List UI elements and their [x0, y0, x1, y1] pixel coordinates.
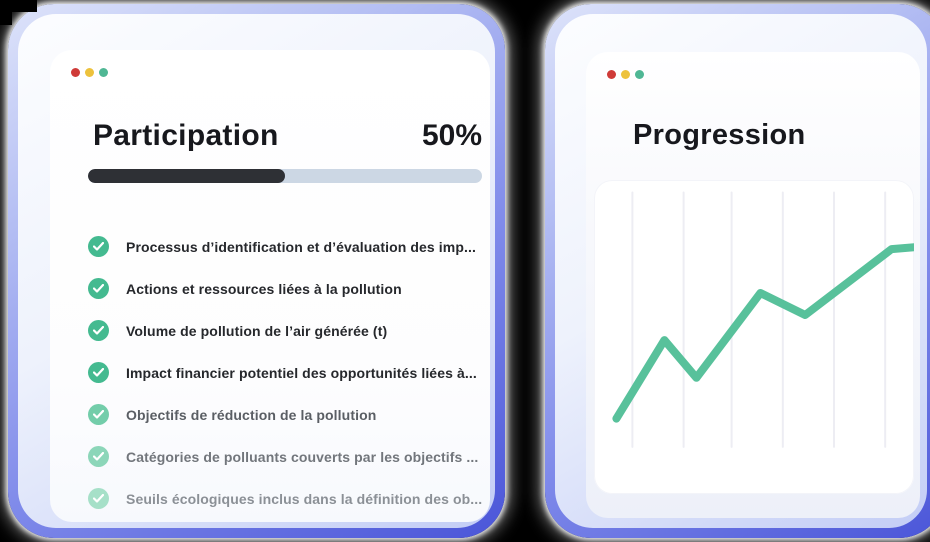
- participation-window: Participation 50% Processus d’identifica…: [8, 4, 505, 538]
- minimize-button-icon[interactable]: [621, 70, 630, 79]
- progression-line-chart: [612, 191, 914, 448]
- checklist-item: Volume de pollution de l’air générée (t): [88, 320, 486, 341]
- check-circle-icon: [88, 446, 109, 467]
- check-circle-icon: [88, 404, 109, 425]
- check-circle-icon: [88, 488, 109, 509]
- checklist-item: Objectifs de réduction de la pollution: [88, 404, 486, 425]
- participation-checklist: Processus d’identification et d’évaluati…: [88, 236, 486, 509]
- zoom-button-icon[interactable]: [635, 70, 644, 79]
- checklist-item: Catégories de polluants couverts par les…: [88, 446, 486, 467]
- checklist-item-label: Seuils écologiques inclus dans la défini…: [126, 490, 483, 507]
- zoom-button-icon[interactable]: [99, 68, 108, 77]
- participation-percent: 50%: [421, 119, 482, 152]
- progress-bar: [88, 169, 482, 183]
- participation-window-screen: Participation 50% Processus d’identifica…: [50, 50, 490, 522]
- checklist-item: Impact financier potentiel des opportuni…: [88, 362, 486, 383]
- checklist-item: Seuils écologiques inclus dans la défini…: [88, 488, 486, 509]
- participation-header: Participation 50%: [93, 119, 482, 153]
- checklist-item-label: Actions et ressources liées à la polluti…: [126, 280, 402, 297]
- screenshot-corner-artifact: [0, 0, 12, 25]
- check-circle-icon: [88, 236, 109, 257]
- checklist-item: Processus d’identification et d’évaluati…: [88, 236, 486, 257]
- progression-chart-panel: [594, 180, 914, 494]
- window-controls: [586, 52, 920, 79]
- checklist-item-label: Processus d’identification et d’évaluati…: [126, 238, 476, 255]
- participation-title: Participation: [93, 119, 279, 152]
- window-controls: [50, 50, 490, 77]
- checklist-item-label: Catégories de polluants couverts par les…: [126, 448, 479, 465]
- check-circle-icon: [88, 320, 109, 341]
- checklist-item: Actions et ressources liées à la polluti…: [88, 278, 486, 299]
- progression-window: Progression: [545, 4, 930, 538]
- checklist-item-label: Objectifs de réduction de la pollution: [126, 406, 377, 423]
- check-circle-icon: [88, 278, 109, 299]
- progression-title: Progression: [633, 119, 806, 151]
- checklist-item-label: Impact financier potentiel des opportuni…: [126, 364, 477, 381]
- close-button-icon[interactable]: [607, 70, 616, 79]
- progress-fill: [88, 169, 285, 183]
- checklist-item-label: Volume de pollution de l’air générée (t): [126, 322, 388, 339]
- minimize-button-icon[interactable]: [85, 68, 94, 77]
- check-circle-icon: [88, 362, 109, 383]
- progression-window-screen: Progression: [586, 52, 920, 518]
- close-button-icon[interactable]: [71, 68, 80, 77]
